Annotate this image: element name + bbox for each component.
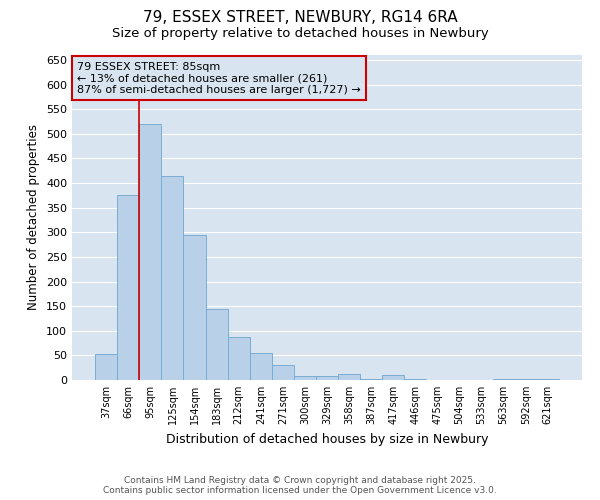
- X-axis label: Distribution of detached houses by size in Newbury: Distribution of detached houses by size …: [166, 432, 488, 446]
- Text: Size of property relative to detached houses in Newbury: Size of property relative to detached ho…: [112, 28, 488, 40]
- Bar: [95, 354, 117, 380]
- Bar: [316, 376, 338, 380]
- Bar: [250, 353, 272, 380]
- Bar: [227, 337, 250, 380]
- Bar: [537, 378, 559, 380]
- Text: 79 ESSEX STREET: 85sqm
← 13% of detached houses are smaller (261)
87% of semi-de: 79 ESSEX STREET: 85sqm ← 13% of detached…: [77, 62, 361, 94]
- Bar: [139, 124, 161, 380]
- Bar: [206, 308, 227, 380]
- Bar: [161, 176, 184, 380]
- Bar: [360, 379, 382, 380]
- Bar: [493, 379, 515, 380]
- Bar: [117, 196, 139, 380]
- Bar: [184, 234, 206, 380]
- Text: 79, ESSEX STREET, NEWBURY, RG14 6RA: 79, ESSEX STREET, NEWBURY, RG14 6RA: [143, 10, 457, 25]
- Bar: [515, 379, 537, 380]
- Y-axis label: Number of detached properties: Number of detached properties: [28, 124, 40, 310]
- Bar: [404, 379, 427, 380]
- Bar: [272, 365, 294, 380]
- Bar: [294, 376, 316, 380]
- Bar: [382, 375, 404, 380]
- Text: Contains HM Land Registry data © Crown copyright and database right 2025.
Contai: Contains HM Land Registry data © Crown c…: [103, 476, 497, 495]
- Bar: [338, 374, 360, 380]
